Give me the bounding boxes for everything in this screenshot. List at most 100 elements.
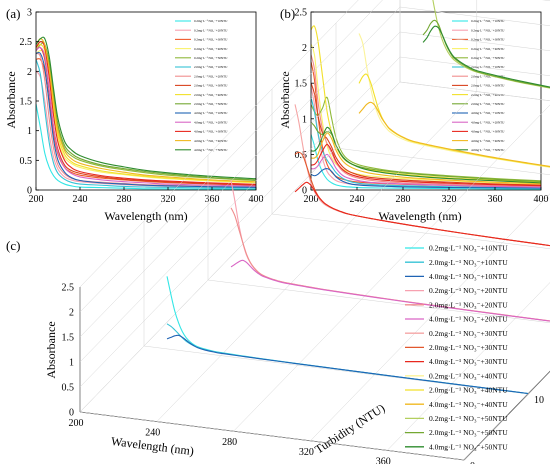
panel-c-legend-label-10: 2.0mg·L⁻¹ NO₃⁻+40NTU <box>429 386 508 395</box>
panel-a-xtick-label-2: 280 <box>117 194 132 205</box>
panel-c-series-line-14 <box>422 25 550 88</box>
panel-c-grid-floor-x-1 <box>156 91 477 422</box>
panel-c-legend-label-12: 0.2mg·L⁻¹ NO₃⁻+50NTU <box>429 414 508 423</box>
panel-a-series-line-10 <box>36 51 256 188</box>
panel-b-ytick-label-1: 0.5 <box>295 150 308 161</box>
panel-b-ylabel: Absorbance <box>278 71 292 128</box>
panel-c-ztick-label-1: 0.5 <box>62 383 75 394</box>
panel-b-series-line-5 <box>311 97 541 189</box>
panel-b-series-line-13 <box>311 132 541 185</box>
panel-c-grid-back-z-3 <box>399 6 550 27</box>
panel-b-series-group <box>311 25 541 190</box>
panel-a-xtick-label-4: 360 <box>205 194 220 205</box>
panel-c-grid-floor-x-3 <box>310 193 550 441</box>
panel-a-xtick-label-3: 320 <box>161 194 176 205</box>
panel-b-xtick-label-1: 240 <box>350 194 365 205</box>
panel-a-ytick-label-6: 3 <box>27 8 32 19</box>
panel-b-series-line-10 <box>311 168 541 189</box>
panel-c-legend-label-6: 0.2mg·L⁻¹ NO₃⁻+30NTU <box>429 329 508 338</box>
panel-a-xtick-label-1: 240 <box>73 194 88 205</box>
panel-c-grid-side-z-1 <box>79 56 401 388</box>
panel-a-legend-label-3: 0.2mg·L⁻¹ NO₃⁻+40NTU <box>194 47 228 51</box>
panel-b-series-line-6 <box>311 54 541 187</box>
panel-label-a: (a) <box>6 6 20 21</box>
panel-b-legend-label-10: 4.0mg·L⁻¹ NO₃⁻+10NTU <box>471 111 505 115</box>
panel-a-legend-label-6: 2.0mg·L⁻¹ NO₃⁻+20NTU <box>194 74 228 78</box>
panel-a-series-line-5 <box>36 59 256 189</box>
panel-b-legend-label-14: 4.0mg·L⁻¹ NO₃⁻+50NTU <box>471 148 505 152</box>
panel-a-ytick-label-3: 1.5 <box>20 97 33 108</box>
panel-c-grid-floor-x-2 <box>233 104 550 432</box>
panel-b-legend-label-7: 2.0mg·L⁻¹ NO₃⁻+30NTU <box>471 84 505 88</box>
panel-c-series-line-9 <box>358 33 550 168</box>
panel-a-ytick-label-1: 0.5 <box>20 156 33 167</box>
panel-c-grid-floor-x-5 <box>463 370 550 461</box>
panel-c-grid-floor-y-1 <box>143 345 529 395</box>
panel-a-legend-label-2: 0.2mg·L⁻¹ NO₃⁻+30NTU <box>194 38 228 42</box>
panel-c-grid-floor-x-4 <box>387 282 550 451</box>
panel-c-grid-floor-y-2 <box>207 279 550 324</box>
panel-c-ztick-label-0: 0 <box>69 408 74 419</box>
panel-c-legend-label-2: 4.0mg·L⁻¹ NO₃⁻+10NTU <box>429 272 508 281</box>
panel-b-legend-label-13: 4.0mg·L⁻¹ NO₃⁻+40NTU <box>471 139 505 143</box>
panel-c-zlabel: Absorbance <box>44 321 58 378</box>
panel-b-xtick-label-0: 200 <box>304 194 319 205</box>
panel-c-legend-label-4: 2.0mg·L⁻¹ NO₃⁻+20NTU <box>429 300 508 309</box>
panel-a-legend-label-1: 0.2mg·L⁻¹ NO₃⁻+20NTU <box>194 28 228 32</box>
panel-b-plot-frame <box>310 11 542 191</box>
panel-c-legend-label-8: 4.0mg·L⁻¹ NO₃⁻+30NTU <box>429 357 508 366</box>
panel-a-ytick-label-2: 1 <box>27 126 32 137</box>
panel-c-series-line-13 <box>422 19 550 89</box>
panel-a-series-line-11 <box>36 46 256 187</box>
panel-c-grid-floor-x-0 <box>79 81 401 413</box>
panel-b-xtick-label-4: 360 <box>488 194 503 205</box>
panel-b-legend-label-5: 2.0mg·L⁻¹ NO₃⁻+10NTU <box>471 65 505 69</box>
panel-a-ytick-label-0: 0 <box>27 186 32 197</box>
panel-c-grid-floor-y-5 <box>399 81 550 102</box>
panel-c-grid-side-z-2 <box>79 31 401 363</box>
panel-c-grid-floor-y-4 <box>335 147 550 176</box>
panel-c-legend-label-1: 2.0mg·L⁻¹ NO₃⁻+10NTU <box>429 258 508 267</box>
panel-c-legend-label-9: 0.2mg·L⁻¹ NO₃⁻+40NTU <box>429 371 508 380</box>
panel-a-xtick-label-0: 200 <box>29 194 44 205</box>
panel-a-legend-label-7: 2.0mg·L⁻¹ NO₃⁻+30NTU <box>194 84 228 88</box>
panel-c-grid-back-z-2 <box>399 31 550 52</box>
panel-c-series-line-12 <box>432 0 550 89</box>
panel-b-series-line-12 <box>311 143 541 187</box>
panel-b-xlabel: Wavelength (nm) <box>378 209 461 223</box>
panel-b-legend-label-6: 2.0mg·L⁻¹ NO₃⁻+20NTU <box>471 74 505 78</box>
panel-c-ztick-label-2: 1 <box>69 358 74 369</box>
panel-b-legend-label-9: 2.0mg·L⁻¹ NO₃⁻+50NTU <box>471 102 505 106</box>
panel-a-legend-label-0: 0.2mg·L⁻¹ NO₃⁻+10NTU <box>194 19 228 23</box>
panel-c-ytick-label-0: 0 <box>470 461 475 464</box>
panel-c-grid-side-z-3 <box>79 6 401 338</box>
panel-b-xtick-label-2: 280 <box>396 194 411 205</box>
panel-b-legend-label-0: 0.2mg·L⁻¹ NO₃⁻+10NTU <box>471 19 505 23</box>
panel-c-xtick-label-0: 200 <box>69 418 84 429</box>
panel-b-series-line-11 <box>311 153 541 188</box>
panel-c-grid-side-z-4 <box>79 0 383 313</box>
panel-b-ytick-label-5: 2.5 <box>295 8 308 19</box>
panel-c-legend-label-14: 4.0mg·L⁻¹ NO₃⁻+50NTU <box>429 442 508 451</box>
panel-b-ytick-label-2: 1 <box>302 114 307 125</box>
panel-a-legend-label-9: 2.0mg·L⁻¹ NO₃⁻+50NTU <box>194 102 228 106</box>
panel-b-ytick-label-0: 0 <box>302 186 307 197</box>
panel-a-series-line-13 <box>36 38 256 183</box>
panel-b-legend-label-4: 0.2mg·L⁻¹ NO₃⁻+50NTU <box>471 56 505 60</box>
panel-b-ytick-label-4: 2 <box>302 43 307 54</box>
panel-a-legend: 0.2mg·L⁻¹ NO₃⁻+10NTU 0.2mg·L⁻¹ NO₃⁻+20NTU… <box>175 19 228 152</box>
panel-b-legend-label-3: 0.2mg·L⁻¹ NO₃⁻+40NTU <box>471 47 505 51</box>
panel-c-xtick-label-2: 280 <box>222 437 237 448</box>
panel-c-ztick-label-5: 2.5 <box>62 283 75 294</box>
panel-c-ztick-label-4: 2 <box>69 308 74 319</box>
panel-a-xtick-label-5: 400 <box>249 194 264 205</box>
panel-a-legend-label-12: 4.0mg·L⁻¹ NO₃⁻+30NTU <box>194 130 228 134</box>
panel-b-series-line-0 <box>311 134 541 190</box>
panel-c-xtick-label-4: 360 <box>376 456 391 464</box>
panel-a-legend-label-14: 4.0mg·L⁻¹ NO₃⁻+50NTU <box>194 148 228 152</box>
panel-a-ytick-label-5: 2.5 <box>20 37 33 48</box>
panel-c-grid-floor-y-0 <box>79 411 465 461</box>
panel-c-grid <box>79 0 550 461</box>
